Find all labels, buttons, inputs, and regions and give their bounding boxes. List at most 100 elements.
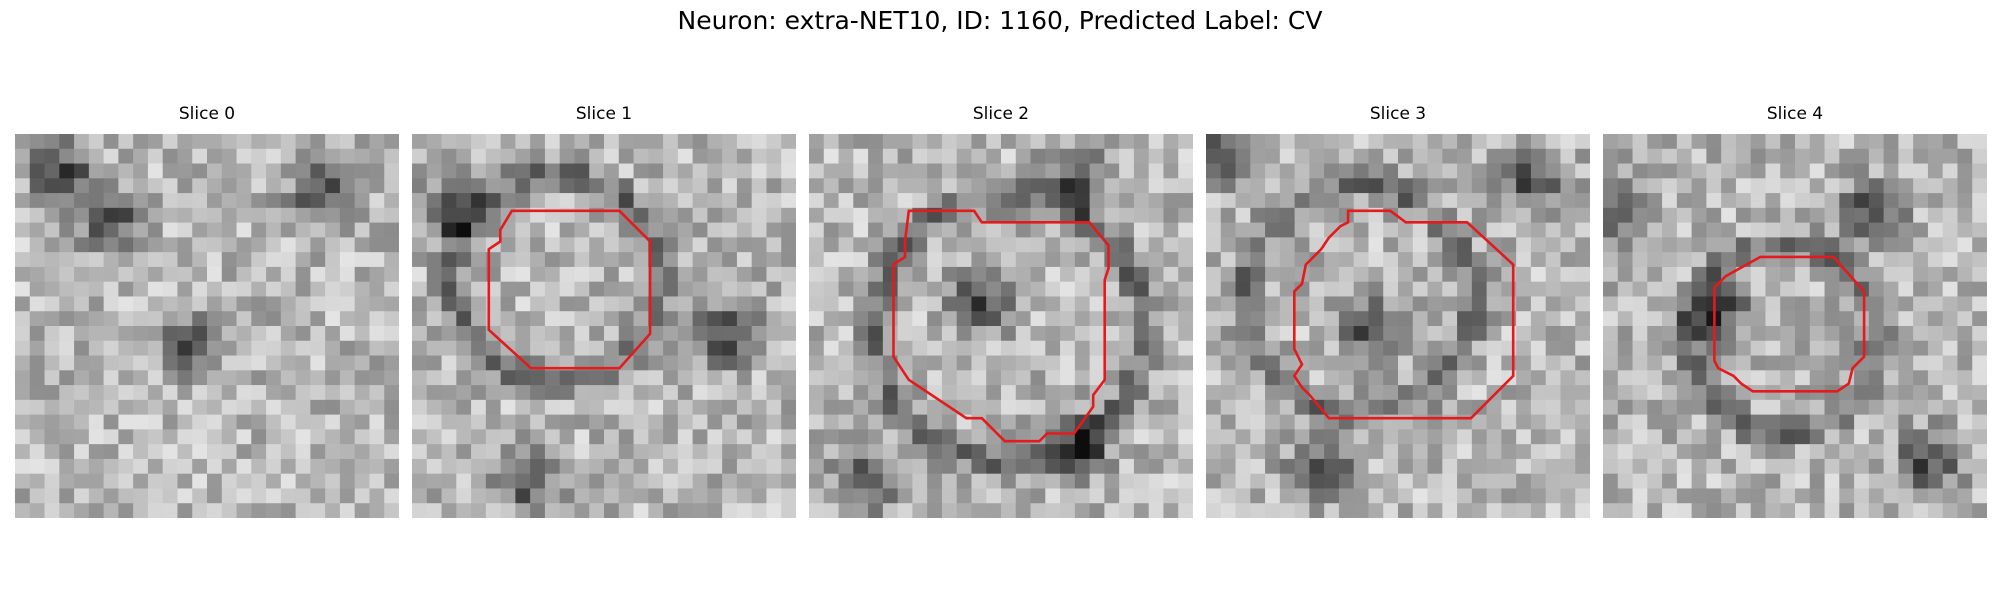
image-pixel — [310, 237, 326, 253]
image-pixel — [1220, 355, 1237, 371]
image-pixel — [1765, 134, 1781, 150]
image-pixel — [88, 281, 105, 298]
image-pixel — [1501, 222, 1517, 238]
image-pixel — [1839, 503, 1855, 518]
image-pixel — [1530, 222, 1547, 238]
image-pixel — [1691, 296, 1707, 312]
image-pixel — [648, 503, 664, 518]
image-pixel — [1163, 488, 1179, 504]
image-pixel — [1883, 473, 1899, 490]
image-pixel — [1001, 207, 1017, 224]
image-pixel — [1632, 340, 1648, 357]
image-pixel — [384, 473, 399, 490]
image-pixel — [1074, 311, 1091, 327]
image-pixel — [177, 399, 193, 416]
image-pixel — [618, 340, 635, 357]
image-pixel — [1780, 178, 1796, 194]
image-pixel — [544, 237, 561, 253]
image-pixel — [604, 340, 620, 357]
image-pixel — [29, 488, 46, 504]
image-pixel — [1163, 444, 1179, 460]
image-pixel — [325, 163, 341, 179]
image-pixel — [1294, 207, 1310, 224]
image-pixel — [1839, 296, 1855, 312]
image-pixel — [1868, 444, 1885, 460]
image-pixel — [1706, 178, 1722, 194]
image-pixel — [1324, 252, 1340, 268]
image-pixel — [1913, 385, 1929, 401]
image-pixel — [618, 311, 635, 327]
image-pixel — [1750, 414, 1767, 430]
image-pixel — [1001, 488, 1017, 504]
image-pixel — [1617, 148, 1634, 165]
image-pixel — [823, 222, 840, 238]
image-pixel — [823, 326, 840, 342]
image-pixel — [1104, 222, 1120, 238]
image-pixel — [1265, 296, 1281, 312]
image-pixel — [15, 473, 31, 490]
image-pixel — [221, 178, 238, 194]
image-pixel — [1706, 252, 1722, 268]
image-pixel — [1163, 473, 1179, 490]
image-pixel — [1427, 473, 1443, 490]
image-pixel — [221, 134, 238, 150]
image-pixel — [88, 311, 105, 327]
image-pixel — [544, 473, 561, 490]
image-pixel — [384, 458, 399, 475]
image-pixel — [897, 444, 913, 460]
image-pixel — [44, 444, 60, 460]
image-pixel — [1647, 252, 1663, 268]
image-pixel — [956, 178, 973, 194]
image-pixel — [339, 281, 356, 298]
image-pixel — [589, 222, 605, 238]
image-pixel — [1632, 281, 1648, 298]
image-pixel — [1412, 340, 1429, 357]
image-pixel — [103, 399, 119, 416]
image-pixel — [1206, 237, 1222, 253]
image-pixel — [515, 429, 531, 445]
image-pixel — [1545, 311, 1562, 327]
image-pixel — [707, 281, 723, 298]
image-pixel — [692, 237, 708, 253]
image-pixel — [500, 296, 516, 312]
image-pixel — [823, 414, 840, 430]
image-pixel — [1721, 429, 1737, 445]
image-pixel — [986, 281, 1002, 298]
image-pixel — [1265, 370, 1281, 386]
image-pixel — [1575, 488, 1590, 504]
image-pixel — [1089, 252, 1105, 268]
image-pixel — [59, 148, 75, 165]
image-pixel — [1516, 503, 1532, 518]
image-pixel — [1676, 237, 1693, 253]
image-pixel — [310, 178, 326, 194]
image-pixel — [59, 399, 75, 416]
image-pixel — [1942, 473, 1959, 490]
image-pixel — [1060, 163, 1076, 179]
image-pixel — [1148, 207, 1165, 224]
image-pixel — [88, 385, 105, 401]
image-pixel — [559, 134, 576, 150]
image-pixel — [310, 193, 326, 209]
image-pixel — [441, 355, 457, 371]
image-pixel — [177, 340, 193, 357]
image-pixel — [1530, 237, 1547, 253]
image-pixel — [1927, 296, 1944, 312]
image-pixel — [471, 266, 487, 283]
image-pixel — [736, 340, 753, 357]
image-pixel — [927, 340, 943, 357]
image-pixel — [1913, 193, 1929, 209]
image-pixel — [1765, 370, 1781, 386]
image-pixel — [912, 326, 928, 342]
image-pixel — [1632, 473, 1648, 490]
image-pixel — [310, 134, 326, 150]
image-pixel — [339, 148, 356, 165]
segmentation-contour — [487, 209, 652, 370]
image-pixel — [1250, 326, 1266, 342]
image-pixel — [221, 326, 238, 342]
image-pixel — [692, 311, 708, 327]
image-pixel — [1839, 311, 1855, 327]
image-pixel — [1045, 163, 1061, 179]
image-pixel — [1706, 488, 1722, 504]
image-pixel — [736, 444, 753, 460]
image-pixel — [192, 281, 208, 298]
